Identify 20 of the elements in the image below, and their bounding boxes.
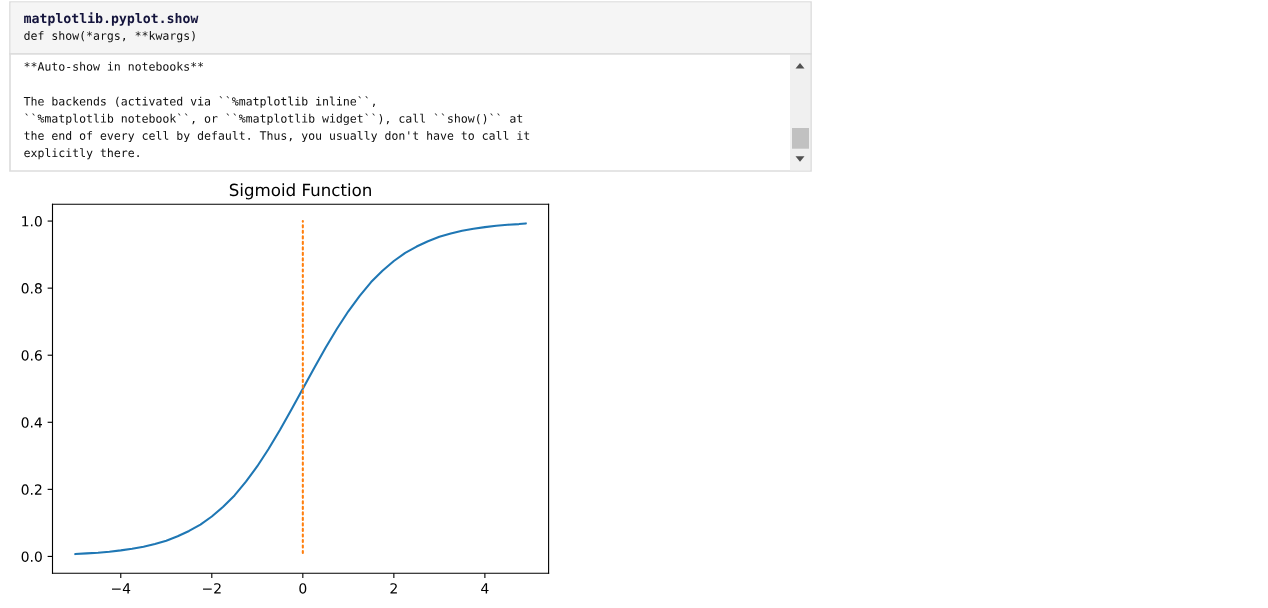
y-tick-label: 1.0 (22, 216, 42, 227)
text: def show(*args, **kwargs) (24, 30, 195, 43)
x-tick-label: −4 (112, 583, 131, 594)
y-tick-label: 0.8 (21, 283, 42, 294)
y-tick-label: 0.2 (21, 484, 42, 495)
text: explicitly there. (24, 148, 139, 160)
x-tick-label: 4 (481, 583, 489, 594)
x-tick-label: 2 (390, 583, 397, 594)
chart-title: Sigmoid Function (229, 183, 371, 200)
y-tick-label: 0.0 (21, 551, 42, 562)
text: **Auto-show in notebooks** (24, 61, 204, 71)
text: ``%matplotlib notebook``, or ``%matplotlib widget``), call ``show()`` at (25, 113, 523, 126)
y-tick-label: 0.4 (21, 417, 42, 428)
text: the end of every cell by default. Thus, you usually don't have to call it (24, 130, 530, 143)
text: The backends (activated via ``%matplotlib inline``, (23, 96, 375, 108)
line-series (74, 222, 527, 556)
x-tick-label: −2 (203, 583, 221, 594)
x-tick-label: 0 (299, 583, 307, 594)
y-tick-label: 0.6 (21, 350, 42, 361)
text: matplotlib.pyplot.show (24, 12, 199, 26)
